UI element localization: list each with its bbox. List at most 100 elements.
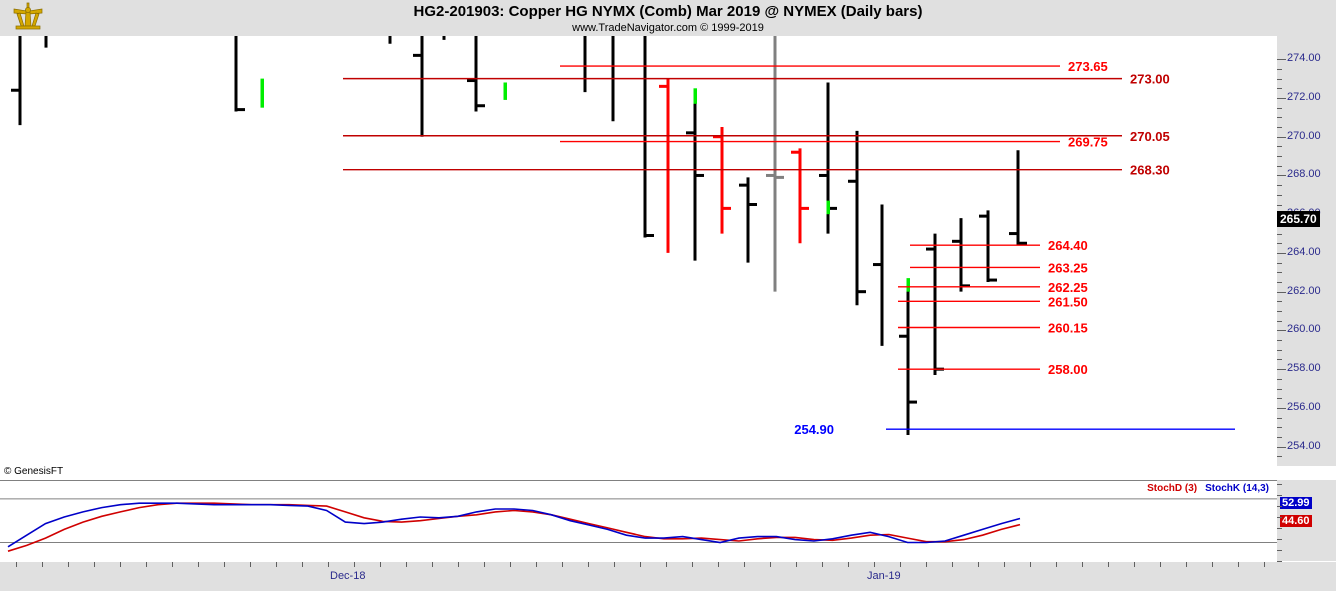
ohlc-bar [952,218,970,292]
price-tick-label: 254.00 [1287,439,1321,452]
price-minor-tick [1277,156,1282,158]
ohlc-bar [44,36,48,48]
date-tick [1160,562,1161,567]
price-level-label[interactable]: 263.25 [1048,260,1088,275]
price-minor-tick [1277,301,1282,303]
ohlc-bar [260,78,264,108]
price-level-label[interactable]: 269.75 [1068,135,1108,150]
stochastic-legend: StochD (3) StochK (14,3) [1147,483,1269,494]
price-chart-panel[interactable]: 273.65 273.00 270.05 269.75 268.30 264.40 263.… [0,36,1278,466]
stoch-minor-tick [1277,539,1282,540]
price-minor-tick [1277,165,1282,167]
price-tick-label: 256.00 [1287,400,1321,413]
date-tick [146,562,147,567]
price-minor-tick [1277,436,1282,438]
price-minor-tick [1277,88,1282,90]
stoch-minor-tick [1277,561,1282,562]
bar-highlight [503,82,507,100]
price-minor-tick [1277,68,1282,70]
date-tick [42,562,43,567]
price-level-label[interactable]: 270.05 [1130,129,1170,144]
ohlc-bar [766,36,784,292]
date-tick [796,562,797,567]
ohlc-bar [1009,150,1027,246]
price-axis[interactable]: 274.00272.00270.00268.00266.00264.00262.… [1277,36,1336,466]
price-tick [1277,446,1286,448]
date-tick [718,562,719,567]
date-tick [510,562,511,567]
date-tick [926,562,927,567]
date-tick [120,562,121,567]
date-tick [276,562,277,567]
stoch-minor-tick [1277,517,1282,518]
date-tick [16,562,17,567]
stochastic-panel[interactable]: StochD (3) StochK (14,3) [0,480,1278,563]
price-level-label[interactable]: 268.30 [1130,163,1170,178]
price-minor-tick [1277,320,1282,322]
stoch-minor-tick [1277,484,1282,485]
page-title: HG2-201903: Copper HG NYMX (Comb) Mar 20… [413,3,923,20]
ohlc-bar [693,88,697,104]
price-tick [1277,330,1286,332]
ohlc-bar [388,36,392,44]
ohlc-bar [848,130,866,306]
price-minor-tick [1277,456,1282,458]
price-level-label[interactable]: 258.00 [1048,362,1088,377]
date-tick [94,562,95,567]
date-tick [874,562,875,567]
price-tick-label: 258.00 [1287,362,1321,375]
stochastic-plot [0,498,1277,552]
date-label: Dec-18 [330,570,366,582]
ohlc-bar [899,285,917,436]
date-tick [250,562,251,567]
stochastic-axis: 52.99 44.60 [1277,480,1336,562]
ohlc-bar [686,92,704,261]
date-tick [432,562,433,567]
price-tick [1277,369,1286,371]
ohlc-bar [234,36,245,112]
date-tick [952,562,953,567]
price-level-label[interactable]: 260.15 [1048,321,1088,336]
bar-highlight [260,78,264,108]
ohlc-bar [979,210,997,282]
last-price-badge: 265.70 [1277,211,1320,227]
stoch-minor-tick [1277,495,1282,496]
date-tick [822,562,823,567]
date-tick [588,562,589,567]
price-level-label[interactable]: 273.65 [1068,59,1108,74]
date-tick [640,562,641,567]
price-minor-tick [1277,107,1282,109]
date-tick [536,562,537,567]
stochk-line [7,502,1021,548]
price-minor-tick [1277,262,1282,264]
price-minor-tick [1277,388,1282,390]
ohlc-bar [643,36,654,238]
stoch-minor-tick [1277,550,1282,551]
price-tick [1277,59,1286,61]
price-level-label[interactable]: 254.90 [794,422,834,437]
price-level-label[interactable]: 261.50 [1048,294,1088,309]
price-minor-tick [1277,340,1282,342]
chart-header: HG2-201903: Copper HG NYMX (Comb) Mar 20… [0,0,1336,37]
date-axis[interactable]: Dec-18 Jan-19 [0,562,1336,591]
price-minor-tick [1277,311,1282,313]
price-level-label[interactable]: 264.40 [1048,238,1088,253]
price-level-label[interactable]: 273.00 [1130,72,1170,87]
price-tick-label: 270.00 [1287,129,1321,142]
date-tick [1004,562,1005,567]
price-minor-tick [1277,127,1282,129]
price-plot: 273.65 273.00 270.05 269.75 268.30 264.40 263.… [11,36,1235,437]
price-level-label[interactable]: 262.25 [1048,280,1088,295]
date-tick [1030,562,1031,567]
watermark-row: © GenesisFT [0,466,1336,480]
ohlc-bar [503,82,507,100]
price-tick-label: 274.00 [1287,52,1321,65]
date-tick [172,562,173,567]
price-tick-label: 262.00 [1287,284,1321,297]
price-minor-tick [1277,378,1282,380]
date-tick [68,562,69,567]
date-tick [1108,562,1109,567]
stoch-minor-tick [1277,506,1282,507]
date-tick [1212,562,1213,567]
price-minor-tick [1277,146,1282,148]
